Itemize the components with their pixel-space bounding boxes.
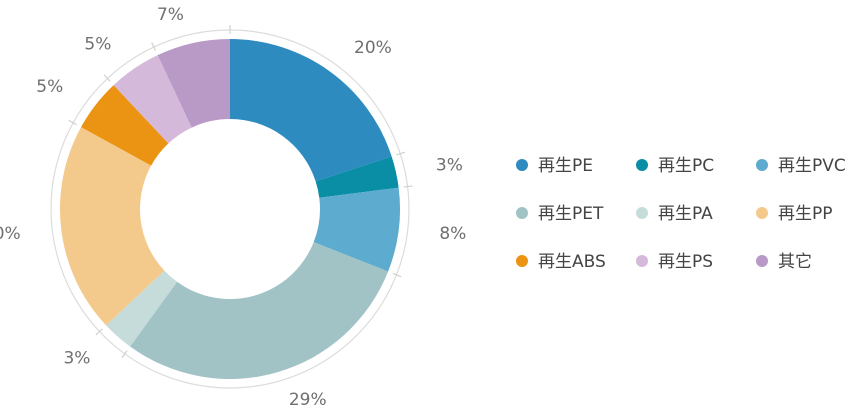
legend: 再生PE 再生PC 再生PVC 再生PET 再生PA 再生PP 再生ABS 再生PS 其它	[516, 156, 846, 272]
value-label: 3%	[63, 348, 90, 368]
legend-swatch	[636, 255, 648, 267]
legend-label: 再生PVC	[778, 156, 846, 176]
legend-label: 再生PP	[778, 204, 833, 224]
legend-label: 再生ABS	[538, 252, 606, 272]
ring-tick	[403, 185, 413, 188]
ring-tick	[103, 74, 111, 82]
value-label: 20%	[0, 224, 21, 244]
ring-tick	[151, 42, 157, 51]
labels: 20% 3% 8% 29% 3% 20% 5% 5% 7%	[0, 5, 466, 408]
legend-swatch	[516, 207, 528, 219]
value-label: 3%	[436, 156, 463, 176]
value-label: 29%	[289, 390, 327, 408]
legend-swatch	[516, 255, 528, 267]
slice	[130, 242, 389, 380]
legend-label: 再生PC	[658, 156, 714, 176]
legend-swatch	[756, 207, 768, 219]
slices	[59, 25, 413, 380]
value-label: 5%	[36, 77, 63, 97]
legend-swatch	[516, 159, 528, 171]
ring-tick	[68, 119, 77, 126]
slice	[157, 39, 230, 128]
value-label: 7%	[157, 5, 184, 25]
slice	[113, 55, 192, 144]
legend-label: 再生PA	[658, 204, 713, 224]
value-label: 8%	[439, 224, 466, 244]
value-label: 5%	[84, 34, 111, 54]
slice	[315, 156, 399, 198]
legend-label: 再生PS	[658, 252, 713, 272]
slice	[81, 85, 169, 166]
ring-tick	[95, 328, 103, 336]
value-label: 20%	[354, 38, 392, 58]
ring-tick	[396, 151, 406, 156]
ring-tick	[392, 272, 402, 278]
slice	[106, 270, 178, 347]
legend-swatch	[756, 255, 768, 267]
legend-swatch	[636, 207, 648, 219]
legend-label: 再生PE	[538, 156, 593, 176]
slice	[313, 187, 400, 272]
legend-label: 其它	[778, 252, 812, 272]
legend-label: 再生PET	[538, 204, 604, 224]
ring-tick	[121, 350, 128, 359]
slice	[59, 127, 165, 326]
slice	[230, 39, 392, 182]
legend-swatch	[636, 159, 648, 171]
legend-swatch	[756, 159, 768, 171]
